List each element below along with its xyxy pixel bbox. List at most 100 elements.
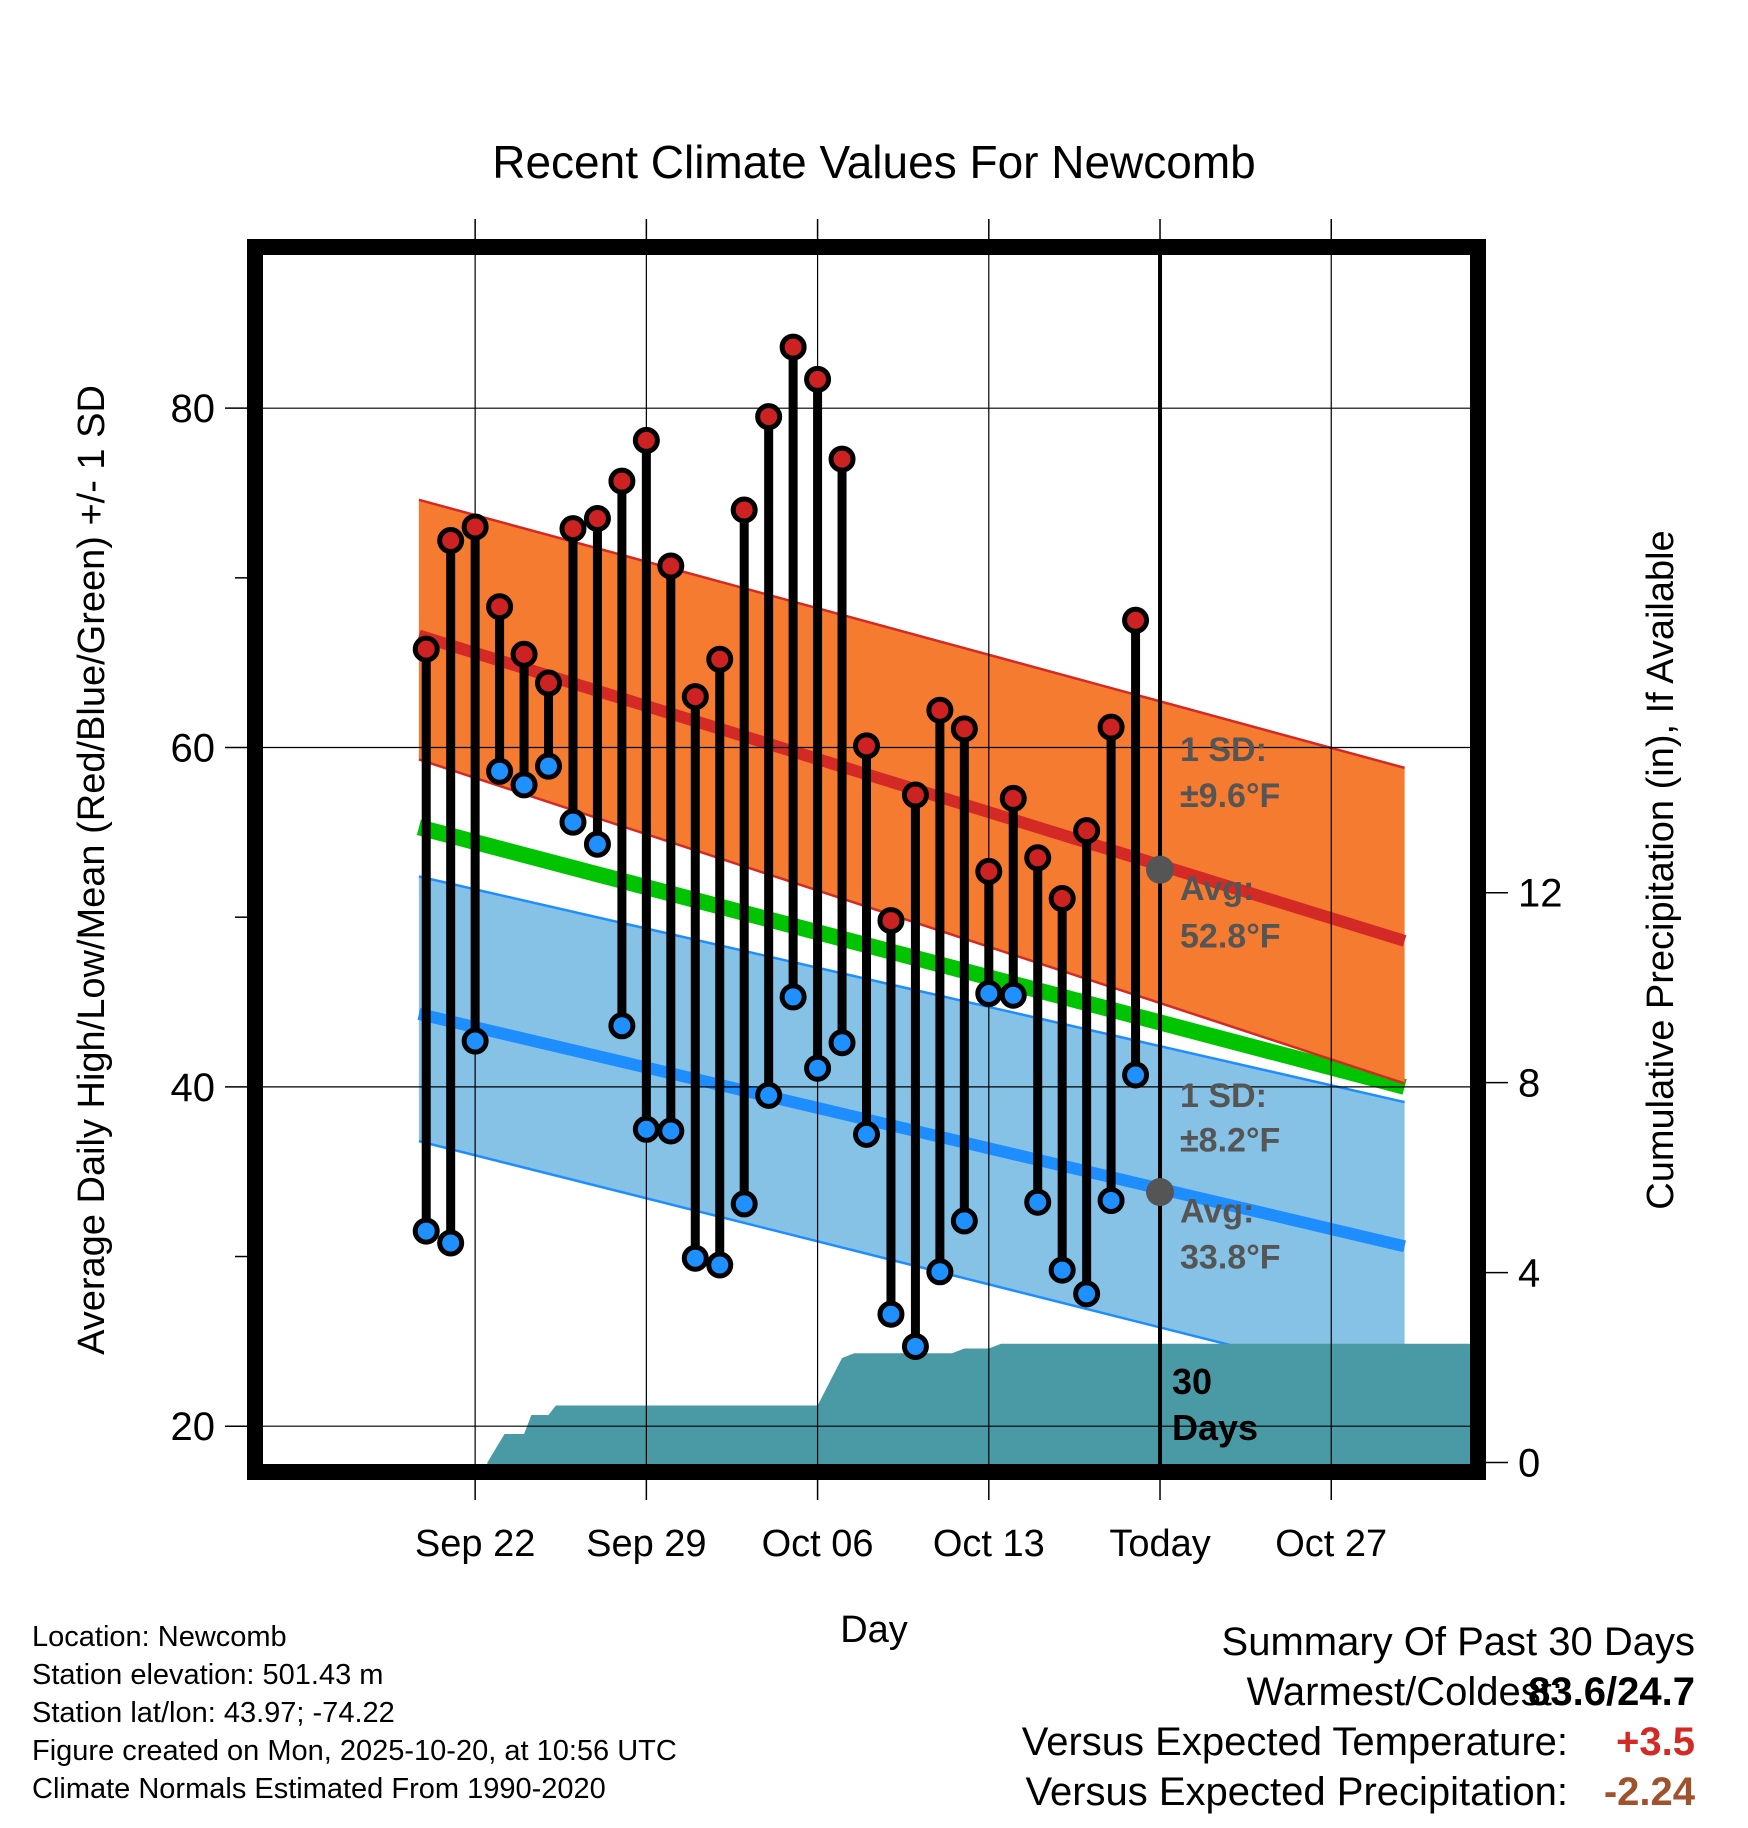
low-point xyxy=(632,1115,660,1143)
summary-precip-row: Versus Expected Precipitation: -2.24 xyxy=(948,1770,1748,1820)
low-point xyxy=(559,808,587,836)
low-point xyxy=(755,1081,783,1109)
high-avg-value: 52.8°F xyxy=(1180,918,1281,956)
low-point xyxy=(461,1027,489,1055)
y2-tick-label: 8 xyxy=(1518,1062,1540,1106)
plot-area: 1 SD: ±9.6°F Avg: 52.8°F 1 SD: ±8.2°F Avg: 33.8… xyxy=(171,219,1563,1565)
y2-tick-label: 4 xyxy=(1518,1252,1540,1296)
high-point xyxy=(828,445,856,473)
location-text: Location: Newcomb xyxy=(32,1621,287,1653)
high-point xyxy=(437,527,465,555)
low-point xyxy=(706,1251,734,1279)
high-point xyxy=(486,593,514,621)
days-count: 30 xyxy=(1172,1361,1212,1402)
x-tick-label: Oct 27 xyxy=(1275,1523,1387,1565)
high-point xyxy=(730,496,758,524)
high-point xyxy=(1073,817,1101,845)
y-axis-label: Average Daily High/Low/Mean (Red/Blue/Gr… xyxy=(71,385,113,1355)
high-avg-marker xyxy=(1146,855,1175,884)
high-sd-label: 1 SD: xyxy=(1180,731,1267,769)
high-point xyxy=(1024,844,1052,872)
high-point xyxy=(755,403,783,431)
chart-title: Recent Climate Values For Newcomb xyxy=(492,136,1256,188)
high-sd-band-upper-edge xyxy=(418,498,1405,770)
high-point xyxy=(950,715,978,743)
normals-text: Climate Normals Estimated From 1990-2020 xyxy=(32,1773,606,1805)
low-point xyxy=(535,752,563,780)
high-point xyxy=(583,504,611,532)
days-label: Days xyxy=(1172,1407,1258,1448)
precip-value: -2.24 xyxy=(1603,1770,1695,1814)
high-point xyxy=(461,513,489,541)
high-point xyxy=(510,640,538,668)
low-sd-value: ±8.2°F xyxy=(1180,1121,1280,1159)
high-point xyxy=(901,781,929,809)
low-point xyxy=(999,981,1027,1009)
x-tick-label: Oct 13 xyxy=(933,1523,1045,1565)
low-point xyxy=(779,983,807,1011)
low-point xyxy=(730,1190,758,1218)
low-avg-value: 33.8°F xyxy=(1180,1238,1281,1276)
low-point xyxy=(412,1217,440,1245)
x-tick-label: Sep 29 xyxy=(586,1523,706,1565)
low-avg-label: Avg: xyxy=(1180,1193,1254,1231)
low-point xyxy=(828,1029,856,1057)
high-point xyxy=(706,645,734,673)
temp-label: Versus Expected Temperature: xyxy=(1021,1720,1568,1764)
high-point xyxy=(975,857,1003,885)
low-point xyxy=(877,1300,905,1328)
high-point xyxy=(999,784,1027,812)
low-point xyxy=(1073,1280,1101,1308)
high-point xyxy=(657,552,685,580)
high-point xyxy=(632,426,660,454)
low-point xyxy=(926,1258,954,1286)
low-point xyxy=(975,980,1003,1008)
y-tick-label: 60 xyxy=(171,727,216,771)
summary-title: Summary Of Past 30 Days xyxy=(1221,1620,1695,1664)
low-point xyxy=(1097,1187,1125,1215)
low-point xyxy=(486,757,514,785)
low-point xyxy=(901,1332,929,1360)
low-point xyxy=(1048,1256,1076,1284)
station-info: Location: Newcomb Station elevation: 501… xyxy=(32,1618,677,1808)
temp-value: +3.5 xyxy=(1616,1720,1695,1764)
y2-axis-label: Cumulative Precipitation (in), If Availa… xyxy=(1640,530,1682,1209)
elevation-text: Station elevation: 501.43 m xyxy=(32,1659,384,1691)
low-point xyxy=(1122,1061,1150,1089)
high-point xyxy=(412,635,440,663)
low-sd-label: 1 SD: xyxy=(1180,1077,1267,1115)
low-point xyxy=(657,1117,685,1145)
low-point xyxy=(437,1229,465,1257)
plot-clipped-group xyxy=(255,247,1478,1472)
low-point xyxy=(583,830,611,858)
x-tick-label: Sep 22 xyxy=(415,1523,535,1565)
low-point xyxy=(853,1120,880,1148)
low-point xyxy=(950,1207,978,1235)
high-avg-label: Avg: xyxy=(1180,870,1254,908)
high-point xyxy=(779,333,807,361)
x-tick-label: Oct 06 xyxy=(762,1523,874,1565)
high-point xyxy=(1048,885,1076,913)
x-axis-label: Day xyxy=(840,1609,908,1651)
summary-warmest-row: Warmest/Coldest: 83.6/24.7 xyxy=(1048,1670,1748,1720)
y-tick-label: 20 xyxy=(171,1405,216,1449)
high-point xyxy=(877,907,905,935)
low-point xyxy=(1024,1188,1052,1216)
low-point xyxy=(510,771,538,799)
high-point xyxy=(926,696,954,724)
high-point xyxy=(1097,713,1125,741)
high-point xyxy=(535,669,563,697)
low-point xyxy=(804,1054,832,1082)
low-point xyxy=(608,1012,636,1040)
high-point xyxy=(681,683,709,711)
summary-temp-row: Versus Expected Temperature: +3.5 xyxy=(948,1720,1748,1770)
precip-area xyxy=(487,1343,1478,1472)
x-tick-label: Today xyxy=(1109,1523,1210,1565)
created-text: Figure created on Mon, 2025-10-20, at 10… xyxy=(32,1735,677,1767)
low-point xyxy=(681,1244,709,1272)
high-point xyxy=(1122,606,1150,634)
high-point xyxy=(853,732,880,760)
y2-tick-label: 0 xyxy=(1518,1442,1540,1486)
warmest-label: Warmest/Coldest: xyxy=(1246,1670,1563,1714)
